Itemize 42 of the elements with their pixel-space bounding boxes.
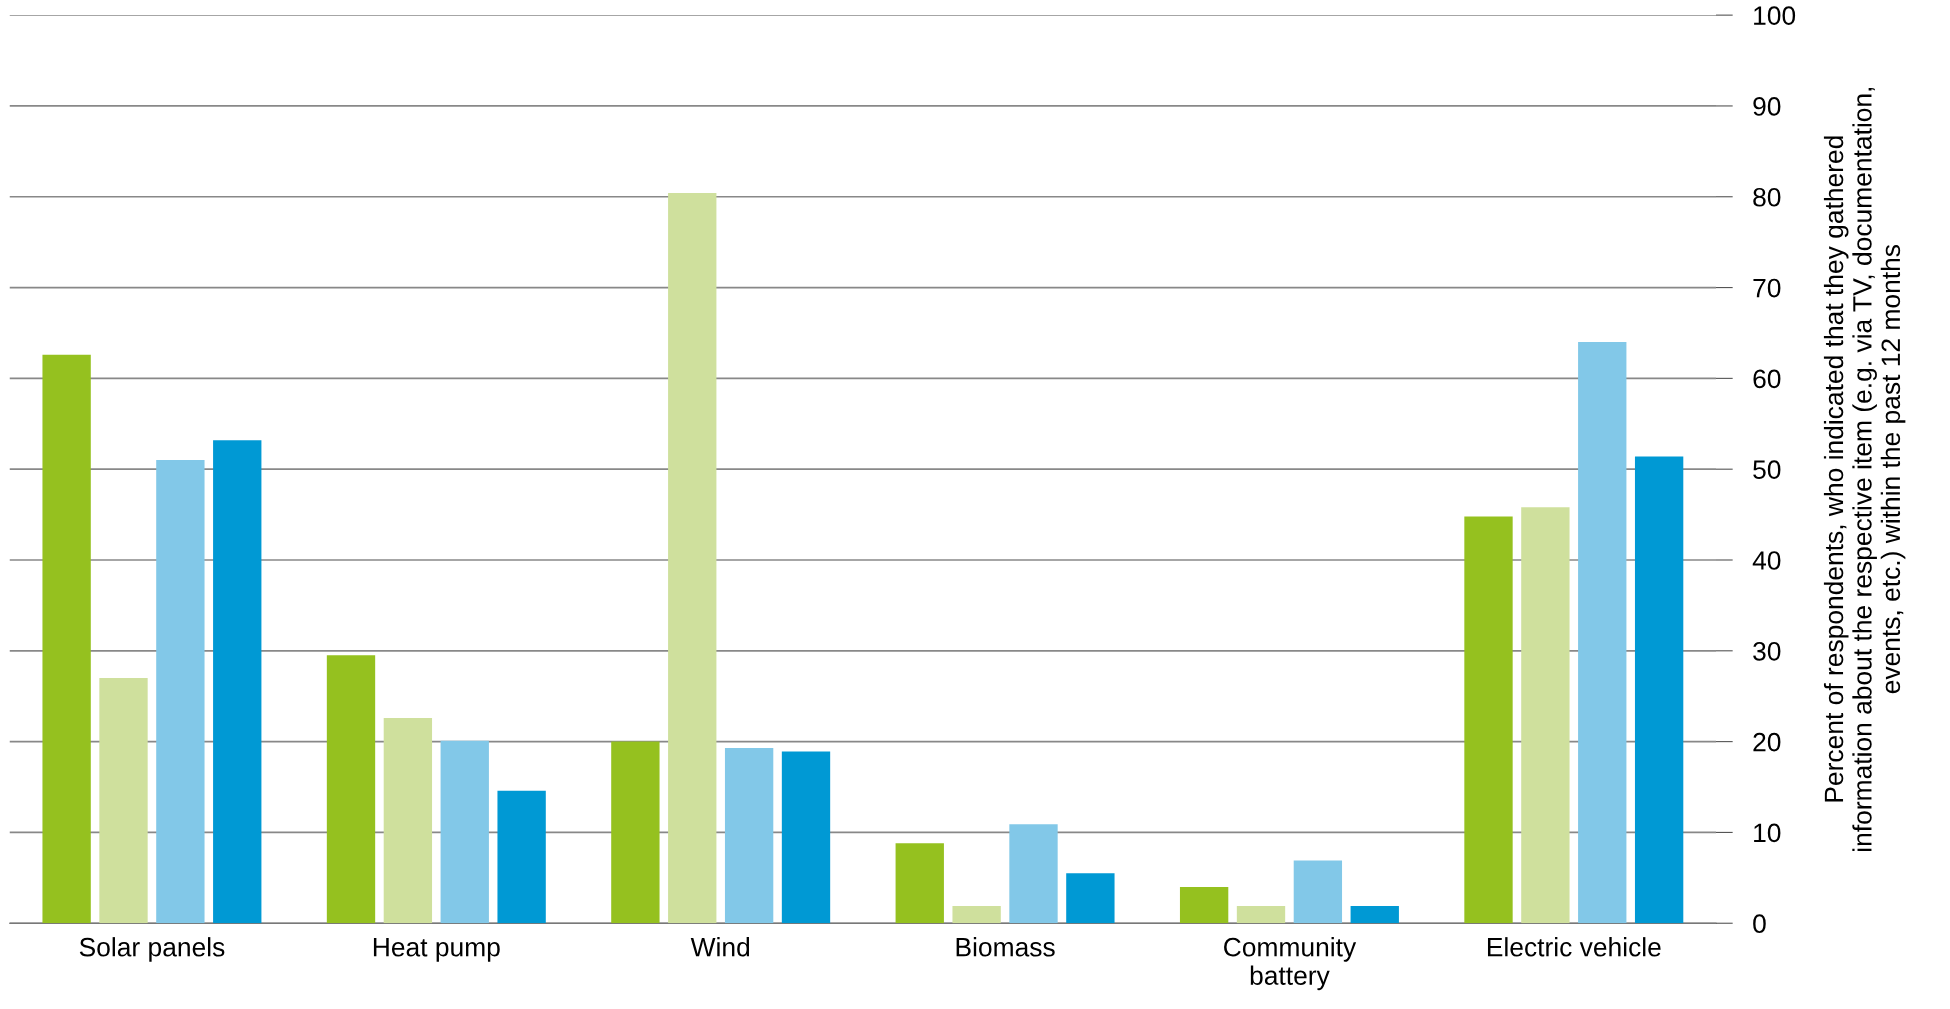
x-tick-label: Community battery bbox=[1224, 937, 1357, 991]
y-tick-label: 10 bbox=[1754, 823, 1781, 843]
y-tick-label: 60 bbox=[1753, 369, 1781, 389]
x-tick-label: Biomass bbox=[956, 937, 1055, 957]
bar bbox=[1464, 516, 1513, 924]
bar bbox=[383, 718, 433, 924]
y-tick-label: 80 bbox=[1753, 187, 1781, 207]
bar bbox=[1066, 873, 1115, 924]
y-axis-title: Percent of respondents, who indicated that they gathered information about the respective item (e.g. via TV, documentation, events, etc.) within the past 12 months bbox=[1823, 87, 1906, 851]
bar bbox=[99, 678, 148, 924]
y-tick-label: 100 bbox=[1754, 6, 1796, 25]
bar bbox=[1350, 905, 1399, 924]
bar bbox=[326, 655, 376, 924]
bar bbox=[1179, 886, 1229, 924]
bar bbox=[668, 193, 717, 924]
y-tick-label: 20 bbox=[1753, 732, 1781, 752]
bar bbox=[1236, 905, 1286, 924]
bar bbox=[1634, 456, 1684, 924]
y-tick-label: 50 bbox=[1753, 460, 1781, 480]
y-tick-label: 0 bbox=[1753, 914, 1766, 934]
x-tick-label: Solar panels bbox=[79, 937, 225, 962]
x-tick-label: Wind bbox=[690, 937, 750, 957]
bar bbox=[724, 747, 774, 924]
bar bbox=[781, 751, 831, 924]
bar bbox=[497, 790, 546, 924]
bar bbox=[1521, 507, 1570, 924]
y-tick-label: 30 bbox=[1753, 641, 1781, 661]
bar bbox=[156, 460, 205, 924]
bar bbox=[1578, 342, 1627, 924]
x-tick-label: Heat pump bbox=[373, 938, 500, 962]
bar bbox=[895, 843, 944, 924]
x-tick-label: Electric vehicle bbox=[1487, 937, 1661, 957]
bar bbox=[1009, 824, 1058, 924]
y-tick-label: 40 bbox=[1752, 551, 1781, 570]
bar bbox=[1293, 860, 1343, 924]
bar bbox=[952, 905, 1001, 924]
bar bbox=[611, 741, 660, 924]
y-tick-label: 90 bbox=[1753, 97, 1781, 116]
bar bbox=[440, 740, 489, 924]
bar bbox=[42, 354, 91, 924]
y-tick-label: 70 bbox=[1753, 278, 1781, 298]
bar bbox=[213, 440, 262, 924]
